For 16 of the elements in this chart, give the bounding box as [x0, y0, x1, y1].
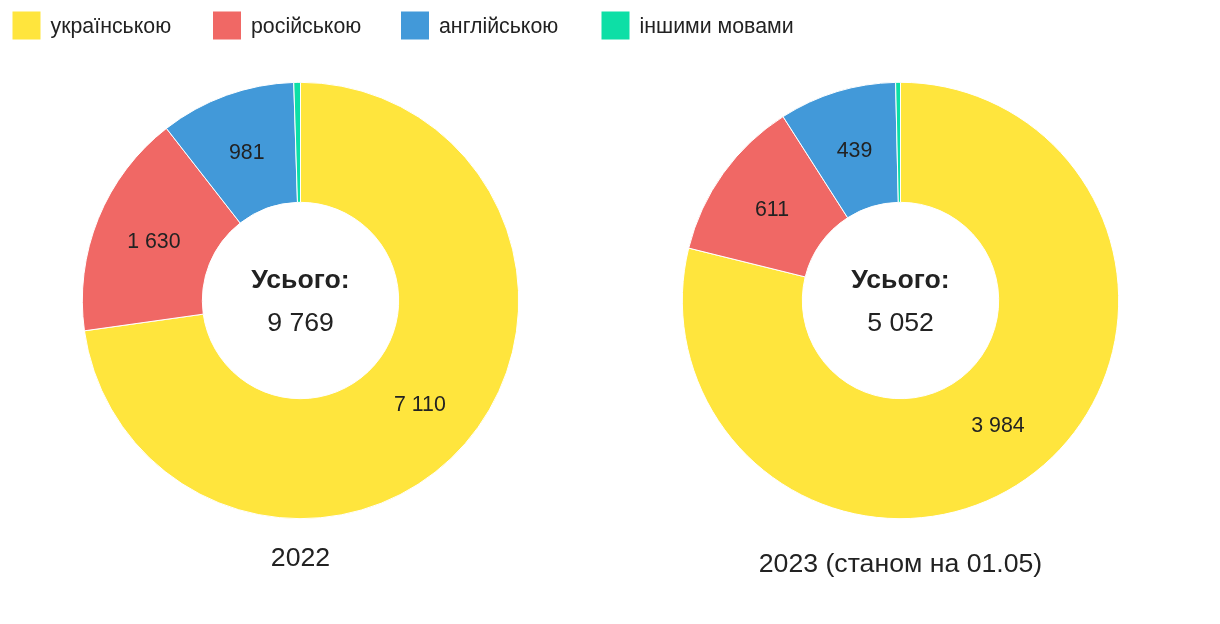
data-label: 7 110	[393, 392, 446, 417]
legend-label: російською	[251, 13, 362, 38]
text: Усього:	[251, 263, 350, 294]
data-label: 439	[836, 137, 873, 162]
text: 9 769	[267, 307, 334, 338]
legend-label: англійською	[439, 13, 559, 38]
data-label: 1 630	[127, 229, 181, 254]
text: 5 052	[867, 307, 934, 338]
text: Усього:	[851, 263, 950, 294]
data-label: 611	[754, 196, 789, 221]
data-label: 981	[229, 140, 265, 165]
legend-label: іншими мовами	[639, 13, 794, 38]
legend-label: українською	[50, 13, 172, 38]
text: 2023 (станом на 01.05)	[758, 547, 1043, 578]
text: 2022	[270, 541, 331, 572]
data-label: 3 984	[971, 413, 1025, 438]
